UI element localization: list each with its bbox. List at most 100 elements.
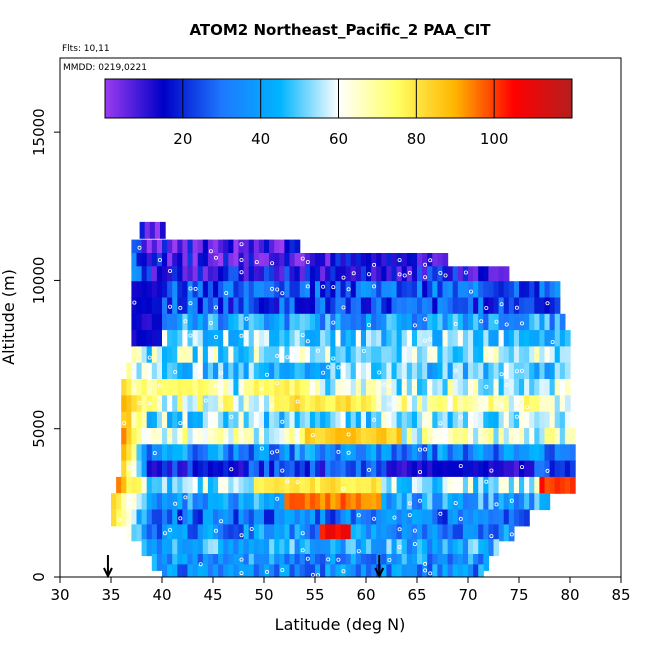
heatmap-cell bbox=[360, 330, 367, 347]
heatmap-cell bbox=[309, 509, 316, 527]
heatmap-cell bbox=[468, 428, 474, 445]
heatmap-cell bbox=[213, 411, 219, 429]
heatmap-cell bbox=[554, 281, 561, 299]
heatmap-cell bbox=[126, 509, 132, 527]
heatmap-cell bbox=[417, 313, 423, 331]
y-tick-label: 15000 bbox=[30, 108, 48, 156]
heatmap-cell bbox=[264, 362, 270, 380]
heatmap-cell bbox=[355, 330, 362, 347]
heatmap-cell bbox=[289, 330, 296, 347]
sample-point bbox=[280, 291, 285, 296]
sample-point bbox=[412, 542, 417, 547]
heatmap-cell bbox=[427, 395, 433, 413]
heatmap-cell bbox=[162, 476, 168, 494]
heatmap-cell bbox=[539, 411, 546, 429]
heatmap-cell bbox=[136, 460, 143, 478]
heatmap-cell bbox=[238, 509, 245, 527]
heatmap-cell bbox=[258, 564, 265, 577]
heatmap-cell bbox=[360, 379, 367, 396]
heatmap-cell bbox=[274, 554, 280, 571]
heatmap-cell bbox=[223, 346, 229, 364]
heatmap-cell bbox=[559, 379, 566, 396]
heatmap-cell bbox=[167, 362, 173, 380]
heatmap-cell bbox=[345, 362, 352, 380]
heatmap-cell bbox=[350, 297, 357, 315]
heatmap-cell bbox=[386, 476, 393, 494]
heatmap-cell bbox=[493, 460, 500, 478]
sample-point bbox=[468, 419, 473, 424]
heatmap-cell bbox=[539, 313, 546, 331]
heatmap-cell bbox=[544, 362, 551, 380]
heatmap-cell bbox=[508, 509, 515, 527]
heatmap-cell bbox=[478, 428, 484, 445]
sample-point bbox=[520, 465, 525, 470]
heatmap-cell bbox=[172, 313, 178, 331]
heatmap-cell bbox=[258, 444, 265, 462]
heatmap-cell bbox=[462, 493, 469, 511]
heatmap-cell bbox=[381, 428, 387, 445]
heatmap-cell bbox=[213, 554, 219, 571]
heatmap-cell bbox=[248, 411, 255, 429]
sample-point bbox=[479, 319, 484, 324]
heatmap-cell bbox=[167, 493, 173, 511]
heatmap-cell bbox=[299, 493, 306, 511]
heatmap-cell bbox=[513, 444, 520, 462]
heatmap-cell bbox=[279, 476, 285, 494]
sample-point bbox=[285, 479, 290, 484]
heatmap-cell bbox=[401, 313, 408, 331]
heatmap-cell bbox=[457, 524, 464, 542]
heatmap-cell bbox=[513, 509, 520, 527]
heatmap-cell bbox=[427, 411, 433, 429]
heatmap-cell bbox=[345, 379, 352, 396]
heatmap-cell bbox=[141, 346, 148, 364]
heatmap-cell bbox=[391, 281, 398, 299]
heatmap-cell bbox=[529, 493, 535, 511]
heatmap-cell bbox=[427, 428, 433, 445]
heatmap-cell bbox=[381, 266, 387, 284]
heatmap-cell bbox=[447, 362, 454, 380]
heatmap-cell bbox=[151, 346, 158, 364]
heatmap-cell bbox=[207, 346, 214, 364]
heatmap-cell bbox=[406, 428, 413, 445]
heatmap-cell bbox=[462, 395, 469, 413]
heatmap-cell bbox=[396, 444, 403, 462]
sample-point bbox=[127, 495, 132, 500]
heatmap-cell bbox=[360, 564, 367, 577]
heatmap-cell bbox=[299, 362, 306, 380]
heatmap-cell bbox=[192, 444, 199, 462]
heatmap-cell bbox=[401, 460, 408, 478]
sample-point bbox=[178, 305, 183, 310]
heatmap-cell bbox=[299, 460, 306, 478]
heatmap-cell bbox=[279, 539, 285, 557]
heatmap-cell bbox=[564, 395, 571, 413]
x-tick-label: 85 bbox=[611, 586, 630, 604]
heatmap-cell bbox=[468, 524, 474, 542]
heatmap-cell bbox=[330, 411, 336, 429]
heatmap-cell bbox=[264, 239, 270, 257]
heatmap-cell bbox=[396, 346, 403, 364]
heatmap-cell bbox=[432, 313, 438, 331]
heatmap-cell bbox=[366, 313, 372, 331]
heatmap-cell bbox=[136, 379, 143, 396]
heatmap-cell bbox=[258, 362, 265, 380]
heatmap-cell bbox=[417, 493, 423, 511]
heatmap-cell bbox=[381, 395, 387, 413]
heatmap-cell bbox=[325, 362, 331, 380]
heatmap-cell bbox=[391, 379, 398, 396]
heatmap-cell bbox=[238, 395, 245, 413]
heatmap-cell bbox=[360, 460, 367, 478]
sample-point bbox=[514, 305, 519, 310]
heatmap-cell bbox=[345, 564, 352, 577]
heatmap-cell bbox=[187, 428, 194, 445]
heatmap-cell bbox=[345, 509, 352, 527]
heatmap-cell bbox=[299, 444, 306, 462]
heatmap-cell bbox=[411, 564, 418, 577]
sample-point bbox=[147, 401, 152, 406]
heatmap-cell bbox=[386, 395, 393, 413]
heatmap-cell bbox=[539, 476, 546, 494]
heatmap-cell bbox=[452, 281, 459, 299]
heatmap-cell bbox=[284, 493, 291, 511]
heatmap-cell bbox=[182, 493, 189, 511]
heatmap-cell bbox=[381, 281, 387, 299]
y-tick-label: 10000 bbox=[30, 257, 48, 305]
